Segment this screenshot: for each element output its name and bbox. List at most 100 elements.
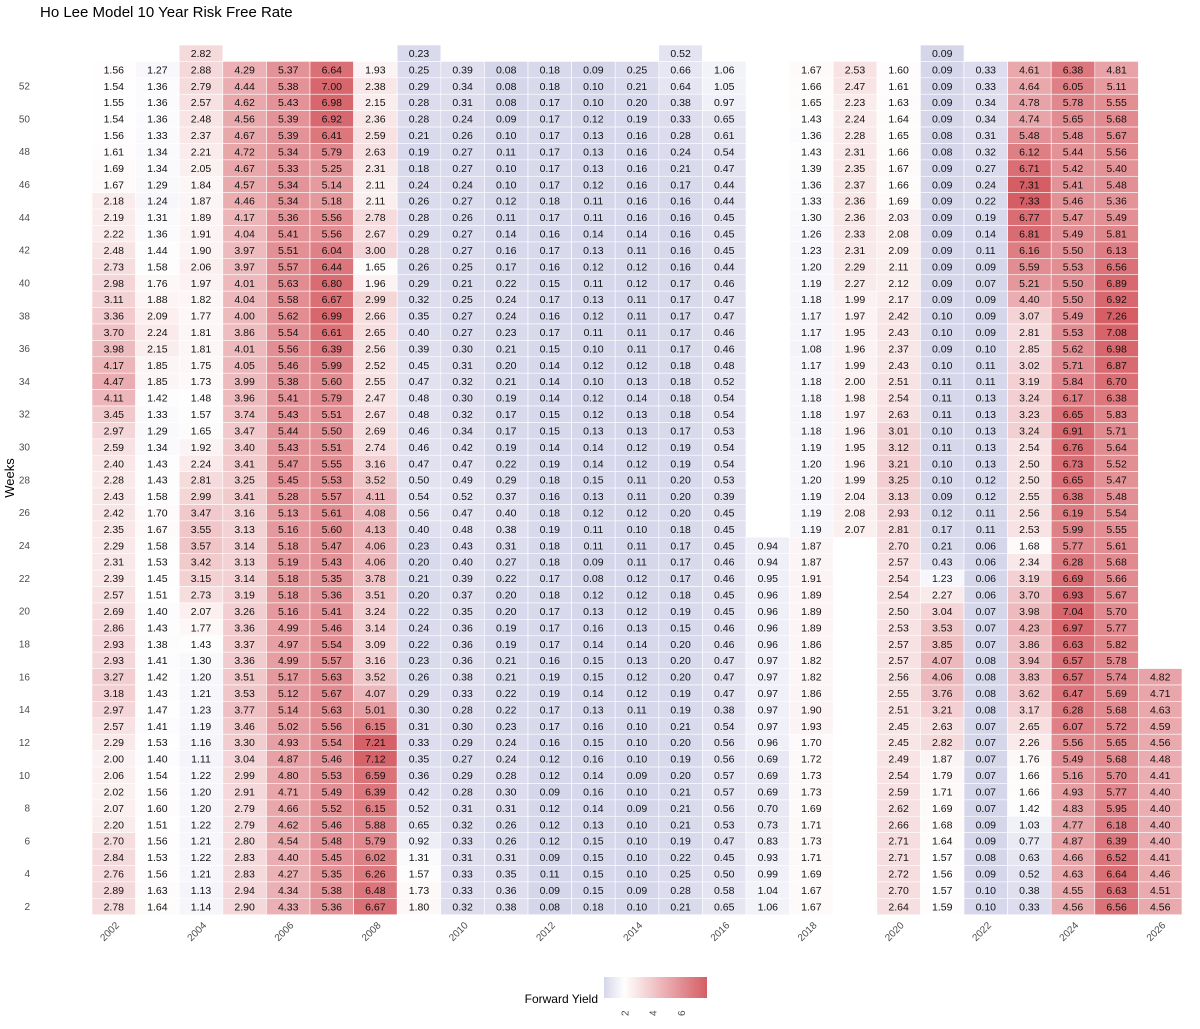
cell-value-label: 0.18 bbox=[540, 196, 561, 208]
cell-value-label: 3.21 bbox=[888, 458, 909, 470]
cell-value-label: 5.46 bbox=[278, 360, 299, 372]
cell-value-label: 5.34 bbox=[278, 146, 299, 158]
cell-value-label: 5.34 bbox=[278, 196, 299, 208]
cell-value-label: 0.09 bbox=[540, 885, 561, 897]
cell-value-label: 5.49 bbox=[1063, 229, 1084, 241]
cell-value-label: 1.22 bbox=[191, 819, 212, 831]
x-tick-label: 2016 bbox=[709, 920, 733, 944]
cell-value-label: 5.18 bbox=[278, 540, 299, 552]
cell-value-label: 2.74 bbox=[365, 442, 386, 454]
cell-value-label: 0.09 bbox=[932, 48, 953, 60]
cell-value-label: 1.99 bbox=[845, 294, 866, 306]
cell-value-label: 2.78 bbox=[104, 901, 125, 913]
cell-value-label: 0.11 bbox=[627, 311, 647, 323]
cell-value-label: 5.52 bbox=[322, 803, 343, 815]
cell-value-label: 4.99 bbox=[278, 655, 299, 667]
cell-value-label: 0.09 bbox=[932, 179, 953, 191]
cell-value-label: 0.12 bbox=[627, 442, 648, 454]
cell-value-label: 1.42 bbox=[147, 393, 168, 405]
cell-value-label: 0.23 bbox=[409, 540, 430, 552]
cell-value-label: 3.01 bbox=[888, 425, 909, 437]
cell-value-label: 1.56 bbox=[104, 130, 125, 142]
cell-value-label: 0.54 bbox=[714, 409, 735, 421]
cell-value-label: 0.25 bbox=[409, 64, 430, 76]
cell-value-label: 0.53 bbox=[714, 425, 735, 437]
cell-value-label: 2.56 bbox=[1019, 507, 1040, 519]
cell-value-label: 1.58 bbox=[147, 540, 168, 552]
cell-value-label: 2.36 bbox=[845, 212, 866, 224]
cell-value-label: 0.65 bbox=[714, 901, 735, 913]
cell-value-label: 1.79 bbox=[932, 770, 953, 782]
cell-value-label: 1.45 bbox=[147, 573, 168, 585]
cell-value-label: 0.07 bbox=[976, 786, 997, 798]
cell-value-label: 0.47 bbox=[714, 655, 735, 667]
cell-value-label: 1.11 bbox=[191, 754, 211, 766]
y-axis-title: Weeks bbox=[2, 458, 17, 498]
cell-value-label: 0.17 bbox=[670, 327, 691, 339]
cell-value-label: 1.72 bbox=[801, 754, 822, 766]
cell-value-label: 2.31 bbox=[365, 163, 386, 175]
y-tick-label: 24 bbox=[19, 541, 31, 552]
cell-value-label: 0.12 bbox=[932, 507, 953, 519]
cell-value-label: 4.27 bbox=[278, 869, 299, 881]
cell-value-label: 0.07 bbox=[976, 278, 997, 290]
cell-value-label: 2.82 bbox=[932, 737, 953, 749]
cell-value-label: 1.67 bbox=[104, 179, 125, 191]
cell-value-label: 4.06 bbox=[932, 672, 953, 684]
cell-value-label: 0.14 bbox=[976, 229, 997, 241]
cell-value-label: 0.10 bbox=[496, 163, 517, 175]
cell-value-label: 0.47 bbox=[714, 294, 735, 306]
cell-value-label: 4.46 bbox=[1150, 869, 1171, 881]
cell-value-label: 5.57 bbox=[278, 261, 299, 273]
cell-value-label: 0.17 bbox=[540, 130, 561, 142]
cell-value-label: 1.56 bbox=[147, 836, 168, 848]
cell-value-label: 1.91 bbox=[191, 229, 212, 241]
cell-value-label: 0.47 bbox=[452, 507, 473, 519]
cell-value-label: 3.36 bbox=[234, 655, 255, 667]
x-tick-label: 2018 bbox=[796, 920, 820, 944]
cell-value-label: 5.71 bbox=[1106, 425, 1127, 437]
cell-value-label: 0.12 bbox=[627, 672, 648, 684]
cell-value-label: 0.53 bbox=[714, 819, 735, 831]
cell-value-label: 0.08 bbox=[540, 901, 561, 913]
cell-value-label: 0.29 bbox=[409, 688, 430, 700]
cell-value-label: 2.66 bbox=[365, 311, 386, 323]
cell-value-label: 0.10 bbox=[583, 343, 604, 355]
y-tick-label: 20 bbox=[19, 607, 31, 618]
cell-value-label: 5.45 bbox=[278, 475, 299, 487]
cell-value-label: 0.23 bbox=[409, 655, 430, 667]
cell-value-label: 0.17 bbox=[670, 343, 691, 355]
cell-value-label: 0.20 bbox=[496, 590, 517, 602]
cell-value-label: 0.33 bbox=[409, 737, 430, 749]
cell-value-label: 0.17 bbox=[670, 179, 691, 191]
cell-value-label: 0.97 bbox=[758, 672, 779, 684]
cell-value-label: 0.30 bbox=[452, 343, 473, 355]
cell-value-label: 0.52 bbox=[452, 491, 473, 503]
cell-value-label: 5.35 bbox=[322, 869, 343, 881]
cell-value-label: 2.70 bbox=[888, 540, 909, 552]
cell-value-label: 2.53 bbox=[888, 622, 909, 634]
cell-value-label: 0.14 bbox=[627, 639, 648, 651]
cell-value-label: 1.93 bbox=[365, 64, 386, 76]
cell-value-label: 5.42 bbox=[1063, 163, 1084, 175]
cell-value-label: 5.47 bbox=[322, 540, 343, 552]
cell-value-label: 1.47 bbox=[147, 704, 168, 716]
cell-value-label: 0.13 bbox=[627, 376, 648, 388]
cell-value-label: 0.17 bbox=[540, 573, 561, 585]
cell-value-label: 0.11 bbox=[584, 524, 604, 536]
cell-value-label: 1.36 bbox=[147, 81, 168, 93]
y-tick-label: 32 bbox=[19, 410, 31, 421]
cell-value-label: 1.34 bbox=[147, 442, 168, 454]
cell-value-label: 0.09 bbox=[932, 81, 953, 93]
cell-value-label: 5.37 bbox=[278, 64, 299, 76]
cell-value-label: 4.87 bbox=[1063, 836, 1084, 848]
cell-value-label: 2.81 bbox=[888, 524, 909, 536]
cell-value-label: 0.16 bbox=[540, 491, 561, 503]
cell-value-label: 5.50 bbox=[1063, 294, 1084, 306]
cell-value-label: 0.48 bbox=[714, 360, 735, 372]
cell-value-label: 5.71 bbox=[1063, 360, 1084, 372]
cell-value-label: 0.17 bbox=[932, 524, 953, 536]
cell-value-label: 0.40 bbox=[496, 507, 517, 519]
cell-value-label: 1.21 bbox=[191, 836, 212, 848]
cell-value-label: 0.22 bbox=[496, 573, 517, 585]
